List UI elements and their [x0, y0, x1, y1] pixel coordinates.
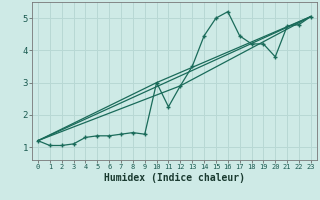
X-axis label: Humidex (Indice chaleur): Humidex (Indice chaleur) — [104, 173, 245, 183]
